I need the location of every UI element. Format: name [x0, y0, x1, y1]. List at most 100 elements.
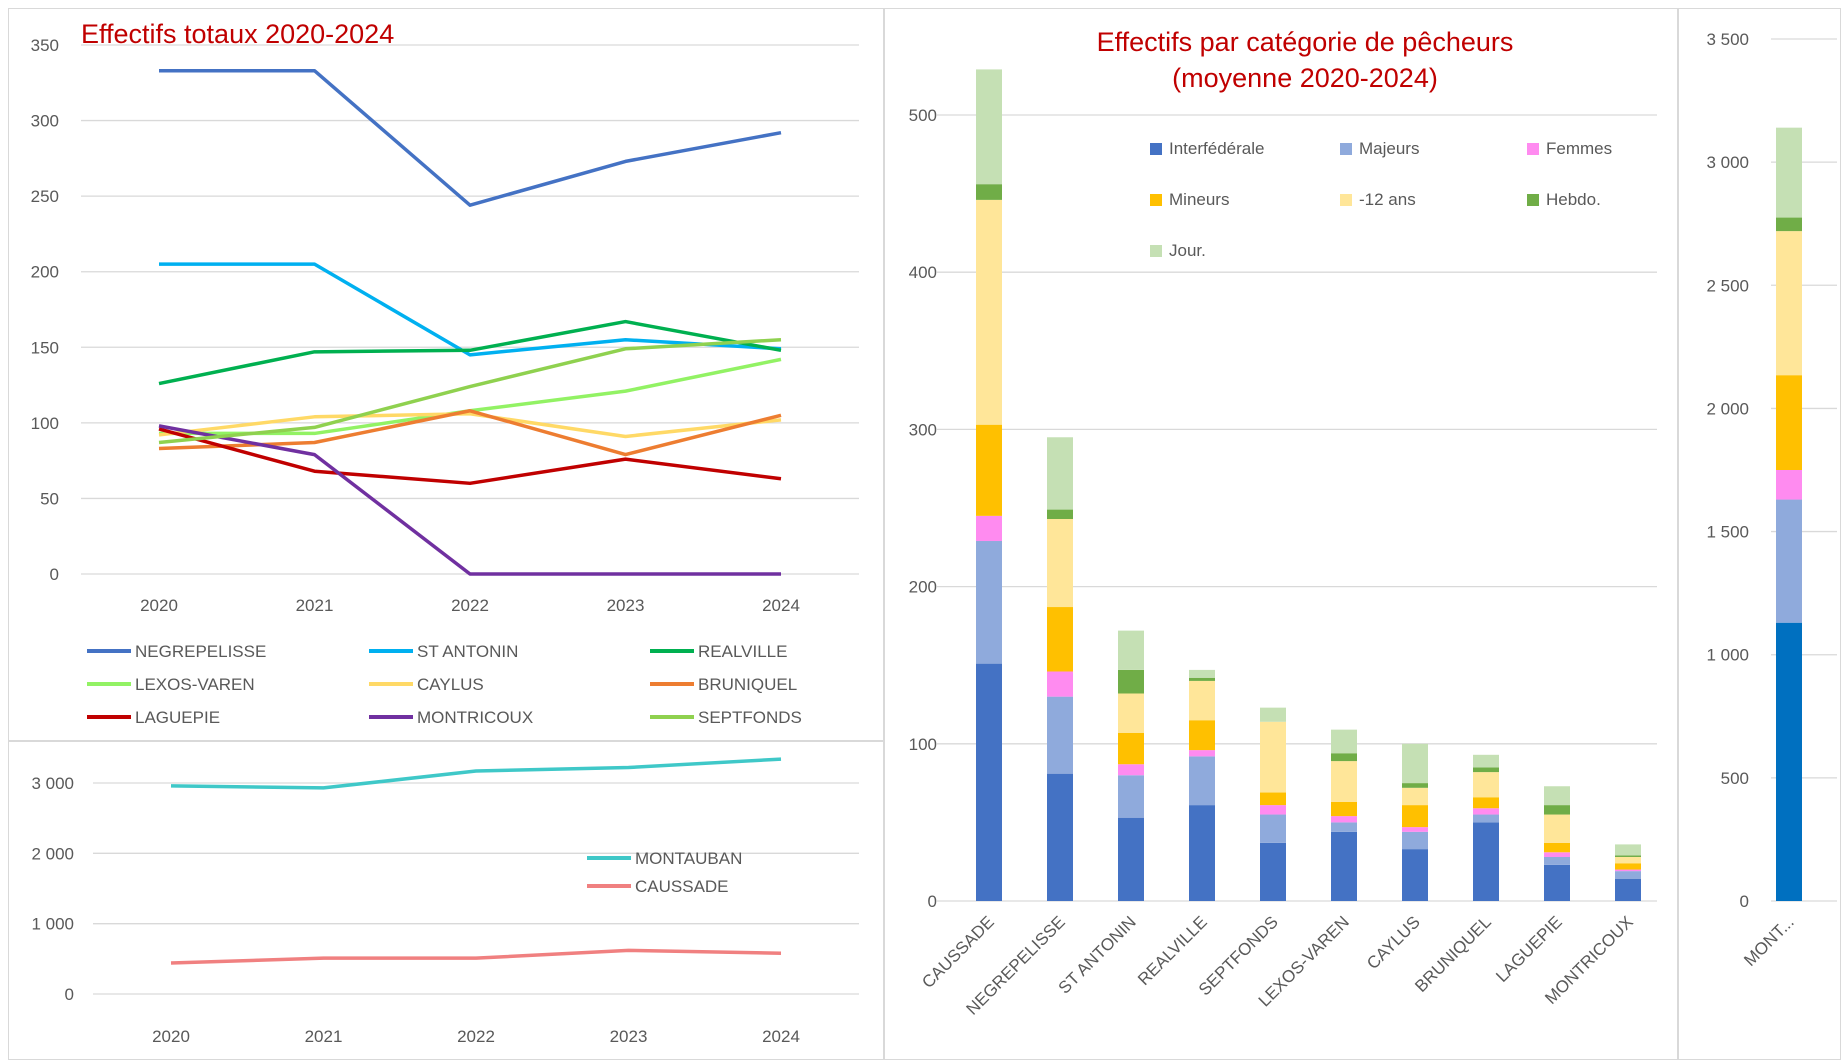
categories-x-tick-label: CAYLUS [1363, 912, 1424, 973]
montauban-bar-segment [1776, 470, 1802, 500]
totals-y-tick-label: 300 [31, 112, 59, 131]
montauban-bar-segment [1776, 231, 1802, 376]
totals-y-tick-label: 200 [31, 263, 59, 282]
totals-line-chart: Effectifs totaux 2020-2024 0 50 100 150 200 2… [31, 19, 859, 727]
categories-bar-segment [976, 541, 1002, 664]
montauban-bar-segment [1776, 499, 1802, 623]
categories-bar-segment [1260, 805, 1286, 815]
totals-chart-title: Effectifs totaux 2020-2024 [81, 19, 394, 49]
categories-bar-segment [1047, 607, 1073, 672]
big-x-tick-label: 2020 [152, 1027, 190, 1046]
totals-y-tick-label: 50 [40, 489, 59, 508]
totals-legend-label: LAGUEPIE [135, 708, 220, 727]
montauban-y-tick-label: 2 500 [1706, 276, 1749, 295]
categories-bar-segment [1118, 669, 1144, 694]
big-legend-label: MONTAUBAN [635, 849, 742, 868]
montauban-y-tick-label: 500 [1721, 769, 1749, 788]
categories-bar-segment [1047, 696, 1073, 774]
totals-x-tick-label: 2024 [762, 596, 800, 615]
categories-y-tick-label: 500 [909, 106, 937, 125]
categories-bar-segment [1189, 720, 1215, 751]
montauban-stacked-bar-chart: 0 500 1 000 1 500 2 000 2 500 3 000 3 500 MONT..… [1706, 30, 1837, 970]
big-series-line [170, 757, 782, 790]
categories-legend-swatch [1340, 143, 1352, 155]
big-legend-label: CAUSSADE [635, 877, 729, 896]
totals-x-tick-label: 2020 [140, 596, 178, 615]
categories-bar-segment [1402, 743, 1428, 784]
montauban-x-tick-label: MONT... [1740, 912, 1798, 970]
categories-chart-title-line-1: Effectifs par catégorie de pêcheurs [1097, 27, 1514, 57]
categories-bar-segment [1189, 805, 1215, 901]
categories-bar-segment [976, 424, 1002, 516]
big-x-tick-label: 2024 [762, 1027, 800, 1046]
categories-y-tick-label: 200 [909, 578, 937, 597]
categories-bar-segment [1615, 878, 1641, 901]
categories-bar-segment [976, 663, 1002, 901]
totals-series-line [158, 337, 782, 445]
totals-x-tick-label: 2023 [607, 596, 645, 615]
categories-bar-segment [1118, 764, 1144, 776]
categories-bar-segment [1331, 801, 1357, 817]
categories-bar-segment [1331, 822, 1357, 832]
categories-chart-panel: Effectifs par catégorie de pêcheurs (moy… [884, 8, 1678, 1060]
categories-bar-segment [1473, 808, 1499, 815]
categories-legend-label: Mineurs [1169, 190, 1229, 209]
categories-bar-segment [1331, 753, 1357, 762]
categories-legend-swatch [1527, 194, 1539, 206]
categories-bar-segment [1047, 437, 1073, 510]
totals-legend-label: NEGREPELISSE [135, 642, 266, 661]
montauban-y-tick-label: 3 000 [1706, 153, 1749, 172]
categories-bar-segment [1473, 754, 1499, 768]
totals-y-tick-label: 250 [31, 187, 59, 206]
totals-series-line [159, 68, 782, 207]
categories-bar-segment [1473, 797, 1499, 809]
categories-bar-segment [1544, 842, 1570, 853]
categories-bar-segment [1473, 772, 1499, 798]
categories-bar-segment [1260, 792, 1286, 806]
categories-bar-segment [1118, 775, 1144, 818]
categories-stacked-bar-chart: Effectifs par catégorie de pêcheurs (moy… [909, 27, 1657, 1019]
totals-series-line [158, 424, 781, 576]
categories-bar-segment [1615, 869, 1641, 872]
montauban-y-tick-label: 1 000 [1706, 646, 1749, 665]
montauban-y-tick-label: 3 500 [1706, 30, 1749, 49]
categories-bar-segment [1047, 519, 1073, 608]
big-y-tick-label: 3 000 [31, 774, 74, 793]
categories-bar-segment [1544, 864, 1570, 901]
big-y-tick-label: 1 000 [31, 915, 74, 934]
big-y-tick-label: 2 000 [31, 844, 74, 863]
categories-bar-segment [1189, 756, 1215, 806]
categories-x-tick-label: REALVILLE [1134, 912, 1211, 989]
categories-bar-segment [1189, 669, 1215, 678]
categories-bar-segment [1544, 852, 1570, 857]
categories-bar-segment [976, 184, 1002, 200]
categories-bar-segment [1047, 671, 1073, 697]
montauban-bar-segment [1776, 217, 1802, 232]
categories-bar-segment [1189, 677, 1215, 681]
categories-bar-segment [1260, 707, 1286, 722]
montauban-bar-chart-panel: 0 500 1 000 1 500 2 000 2 500 3 000 3 500 MONT..… [1678, 8, 1841, 1060]
categories-bar-segment [1189, 680, 1215, 721]
montauban-y-tick-label: 0 [1740, 892, 1749, 911]
categories-legend-label: Femmes [1546, 139, 1612, 158]
categories-bar-segment [1615, 844, 1641, 856]
categories-bar-segment [1260, 842, 1286, 901]
categories-bar-segment [1473, 767, 1499, 773]
categories-x-tick-label: BRUNIQUEL [1411, 912, 1495, 996]
categories-legend-label: -12 ans [1359, 190, 1416, 209]
totals-y-tick-label: 100 [31, 414, 59, 433]
categories-y-tick-label: 400 [909, 263, 937, 282]
categories-bar-segment [1331, 816, 1357, 823]
categories-y-tick-label: 100 [909, 735, 937, 754]
totals-legend-label: LEXOS-VAREN [135, 675, 255, 694]
totals-legend-label: MONTRICOUX [417, 708, 533, 727]
categories-bar-segment [976, 69, 1002, 185]
categories-bar-segment [1402, 805, 1428, 828]
categories-y-tick-label: 300 [909, 420, 937, 439]
big-x-tick-label: 2023 [610, 1027, 648, 1046]
montauban-bar-segment [1776, 622, 1802, 901]
categories-bar-segment [1047, 773, 1073, 901]
categories-legend-swatch [1150, 245, 1162, 257]
montauban-y-tick-label: 2 000 [1706, 399, 1749, 418]
categories-bar-segment [1402, 849, 1428, 901]
